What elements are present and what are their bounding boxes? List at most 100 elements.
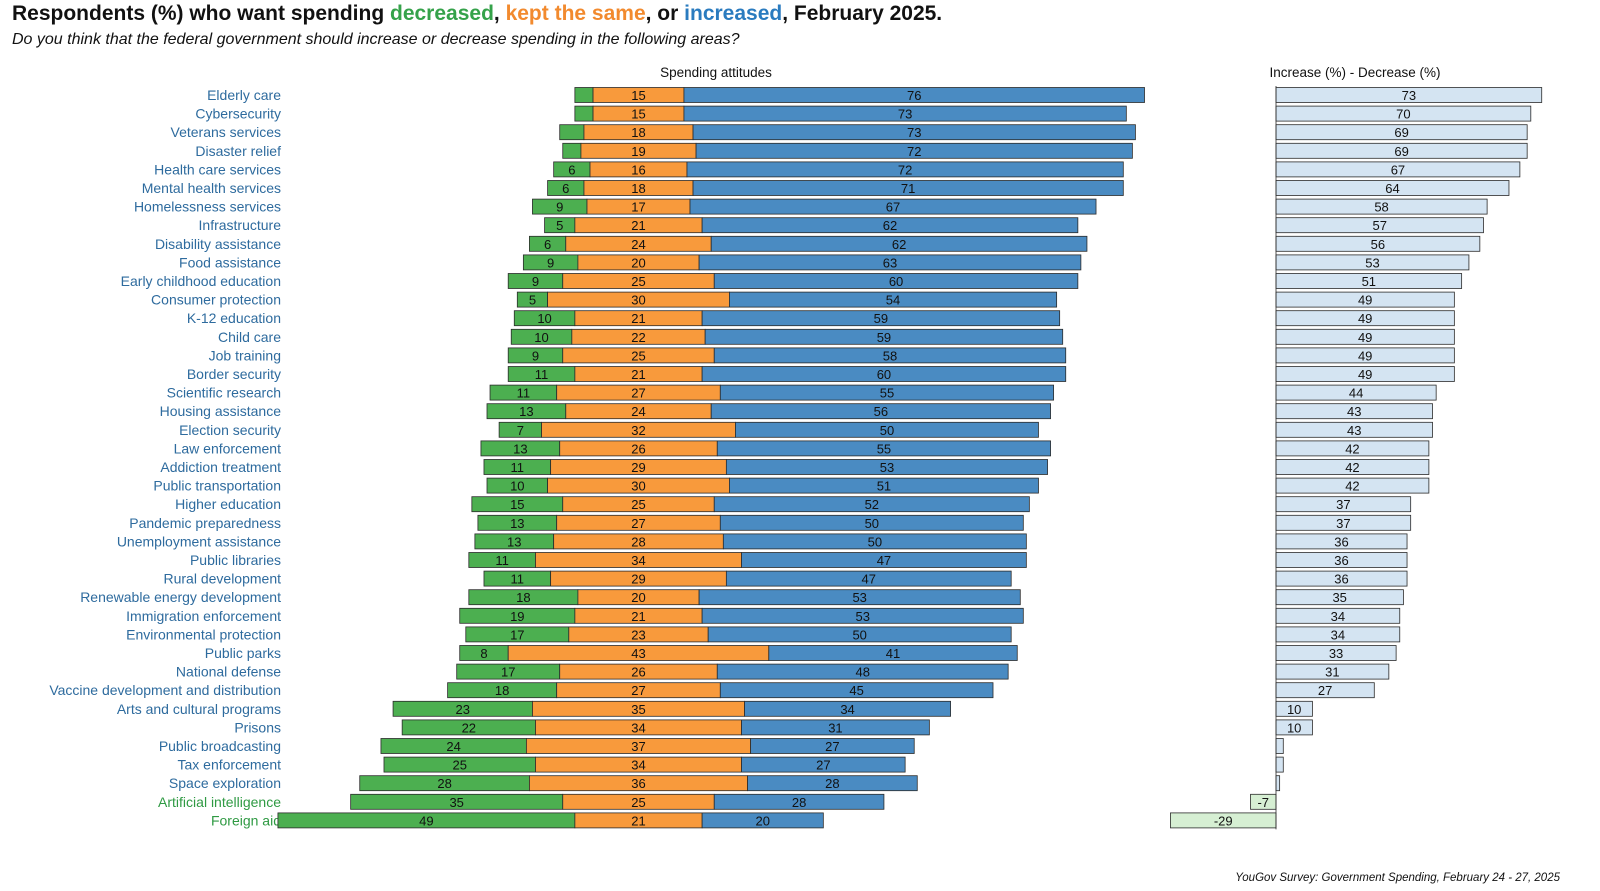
label-increased-national-defense: 48	[855, 665, 869, 680]
bar-increased-job-training	[713, 347, 1067, 364]
label-same-homelessness-services: 17	[631, 200, 645, 215]
category-label-consumer-protection: Consumer protection	[151, 292, 281, 308]
label-decreased-tax-enforcement: 25	[452, 758, 466, 773]
label-same-public-transportation: 30	[631, 479, 645, 494]
category-label-space-exploration: Space exploration	[169, 775, 281, 791]
label-same-early-childhood-education: 25	[631, 274, 645, 289]
bar-decreased-veterans-services	[559, 124, 585, 141]
net-label-pandemic-preparedness: 37	[1336, 516, 1350, 531]
label-same-public-parks: 43	[631, 646, 645, 661]
label-same-arts-and-cultural-programs: 35	[631, 702, 645, 717]
net-label-mental-health-services: 64	[1385, 181, 1399, 196]
label-decreased-public-libraries: 11	[495, 553, 509, 568]
label-same-environmental-protection: 23	[631, 627, 645, 642]
label-increased-vaccine-development-and-distribution: 45	[849, 683, 863, 698]
label-same-law-enforcement: 26	[631, 441, 645, 456]
label-same-scientific-research: 27	[631, 386, 645, 401]
label-same-infrastructure: 21	[631, 218, 645, 233]
category-label-mental-health-services: Mental health services	[142, 180, 281, 196]
chart-subtitle: Do you think that the federal government…	[12, 31, 740, 48]
net-label-arts-and-cultural-programs: 10	[1287, 702, 1301, 717]
category-label-addiction-treatment: Addiction treatment	[160, 459, 281, 475]
label-same-health-care-services: 16	[631, 162, 645, 177]
label-increased-immigration-enforcement: 53	[855, 609, 869, 624]
label-same-cybersecurity: 15	[631, 107, 645, 122]
category-label-scientific-research: Scientific research	[167, 385, 281, 401]
label-same-disaster-relief: 19	[631, 144, 645, 159]
label-increased-unemployment-assistance: 50	[868, 534, 882, 549]
title-suffix: , February 2025.	[782, 2, 943, 25]
net-label-national-defense: 31	[1325, 665, 1339, 680]
label-increased-tax-enforcement: 27	[816, 758, 830, 773]
label-increased-public-broadcasting: 27	[825, 739, 839, 754]
label-same-elderly-care: 15	[631, 88, 645, 103]
title-decreased: decreased	[390, 2, 494, 25]
net-label-renewable-energy-development: 35	[1332, 590, 1346, 605]
category-label-national-defense: National defense	[176, 664, 281, 680]
label-decreased-pandemic-preparedness: 13	[510, 516, 524, 531]
label-increased-food-assistance: 63	[883, 255, 897, 270]
bar-increased-homelessness-services	[689, 198, 1097, 215]
category-label-disability-assistance: Disability assistance	[155, 236, 281, 252]
label-decreased-public-transportation: 10	[510, 479, 524, 494]
category-label-pandemic-preparedness: Pandemic preparedness	[129, 515, 281, 531]
label-same-higher-education: 25	[631, 497, 645, 512]
net-label-veterans-services: 69	[1394, 125, 1408, 140]
net-label-law-enforcement: 42	[1345, 441, 1359, 456]
label-same-vaccine-development-and-distribution: 27	[631, 683, 645, 698]
bar-increased-rural-development	[725, 570, 1012, 587]
bar-increased-addiction-treatment	[725, 459, 1048, 475]
net-label-disaster-relief: 69	[1394, 144, 1408, 159]
label-decreased-disability-assistance: 6	[544, 237, 551, 252]
net-bar-space-exploration	[1275, 775, 1281, 792]
label-decreased-renewable-energy-development: 18	[516, 590, 530, 605]
bar-increased-election-security	[735, 421, 1039, 438]
label-decreased-national-defense: 17	[501, 665, 515, 680]
category-label-public-broadcasting: Public broadcasting	[159, 738, 281, 754]
category-label-prisons: Prisons	[234, 719, 281, 735]
bar-increased-disaster-relief	[695, 142, 1133, 159]
label-decreased-immigration-enforcement: 19	[510, 609, 524, 624]
category-label-k-12-education: K-12 education	[187, 310, 281, 326]
label-increased-health-care-services: 72	[898, 162, 912, 177]
bar-increased-prisons	[741, 719, 930, 736]
label-same-foreign-aid: 21	[631, 813, 645, 828]
net-label-job-training: 49	[1358, 348, 1372, 363]
label-same-immigration-enforcement: 21	[631, 609, 645, 624]
label-increased-border-security: 60	[877, 367, 891, 382]
net-label-foreign-aid: -29	[1214, 813, 1233, 828]
label-increased-cybersecurity: 73	[898, 107, 912, 122]
label-same-child-care: 22	[631, 330, 645, 345]
title-sep-2: , or	[645, 2, 685, 25]
net-label-disability-assistance: 56	[1371, 237, 1385, 252]
net-label-health-care-services: 67	[1391, 162, 1405, 177]
label-same-rural-development: 29	[631, 572, 645, 587]
label-increased-addiction-treatment: 53	[880, 460, 894, 475]
category-label-housing-assistance: Housing assistance	[160, 403, 282, 419]
label-decreased-scientific-research: 11	[517, 386, 531, 401]
label-decreased-border-security: 11	[535, 367, 549, 382]
net-label-vaccine-development-and-distribution: 27	[1318, 683, 1332, 698]
label-decreased-foreign-aid: 49	[419, 813, 433, 828]
label-increased-foreign-aid: 20	[755, 813, 769, 828]
label-same-public-libraries: 34	[631, 553, 645, 568]
net-label-public-transportation: 42	[1345, 479, 1359, 494]
category-label-public-parks: Public parks	[205, 645, 281, 661]
bar-decreased-disaster-relief	[562, 142, 582, 159]
bar-increased-law-enforcement	[716, 440, 1051, 457]
bar-increased-vaccine-development-and-distribution	[719, 682, 994, 699]
net-label-artificial-intelligence: -7	[1257, 795, 1269, 810]
label-decreased-mental-health-services: 6	[562, 181, 569, 196]
net-label-environmental-protection: 34	[1331, 627, 1345, 642]
label-decreased-environmental-protection: 17	[510, 627, 524, 642]
label-increased-scientific-research: 55	[880, 386, 894, 401]
net-label-scientific-research: 44	[1349, 386, 1363, 401]
label-same-prisons: 34	[631, 720, 645, 735]
label-decreased-arts-and-cultural-programs: 23	[456, 702, 470, 717]
label-increased-mental-health-services: 71	[901, 181, 915, 196]
net-label-election-security: 43	[1347, 423, 1361, 438]
label-same-unemployment-assistance: 28	[631, 534, 645, 549]
category-label-health-care-services: Health care services	[154, 161, 281, 177]
net-label-child-care: 49	[1358, 330, 1372, 345]
